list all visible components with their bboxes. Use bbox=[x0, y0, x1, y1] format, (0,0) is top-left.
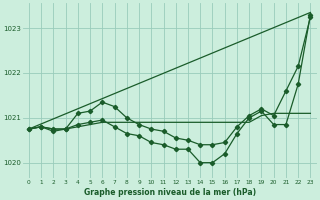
X-axis label: Graphe pression niveau de la mer (hPa): Graphe pression niveau de la mer (hPa) bbox=[84, 188, 256, 197]
